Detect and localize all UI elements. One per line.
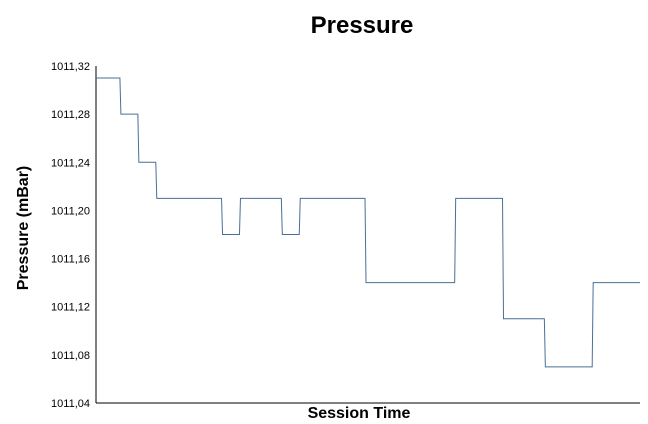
y-tick-label: 1011,28	[51, 109, 90, 121]
y-tick-label: 1011,04	[51, 398, 90, 410]
pressure-series-line	[96, 77, 640, 368]
x-axis-title: Session Time	[308, 405, 411, 422]
y-tick-label: 1011,12	[51, 302, 90, 314]
y-tick-label: 1011,24	[51, 157, 90, 169]
y-tick-label: 1011,32	[51, 61, 90, 73]
y-tick-label: 1011,16	[51, 254, 90, 266]
y-tick-label: 1011,08	[51, 350, 90, 362]
y-tick-label: 1011,20	[51, 205, 90, 217]
y-axis-tick-labels: 1011,04 1011,08 1011,12 1011,16 1011,20 1011,…	[51, 61, 90, 410]
y-axis-title: Pressure (mBar)	[15, 166, 32, 291]
chart-title: Pressure	[311, 12, 414, 39]
